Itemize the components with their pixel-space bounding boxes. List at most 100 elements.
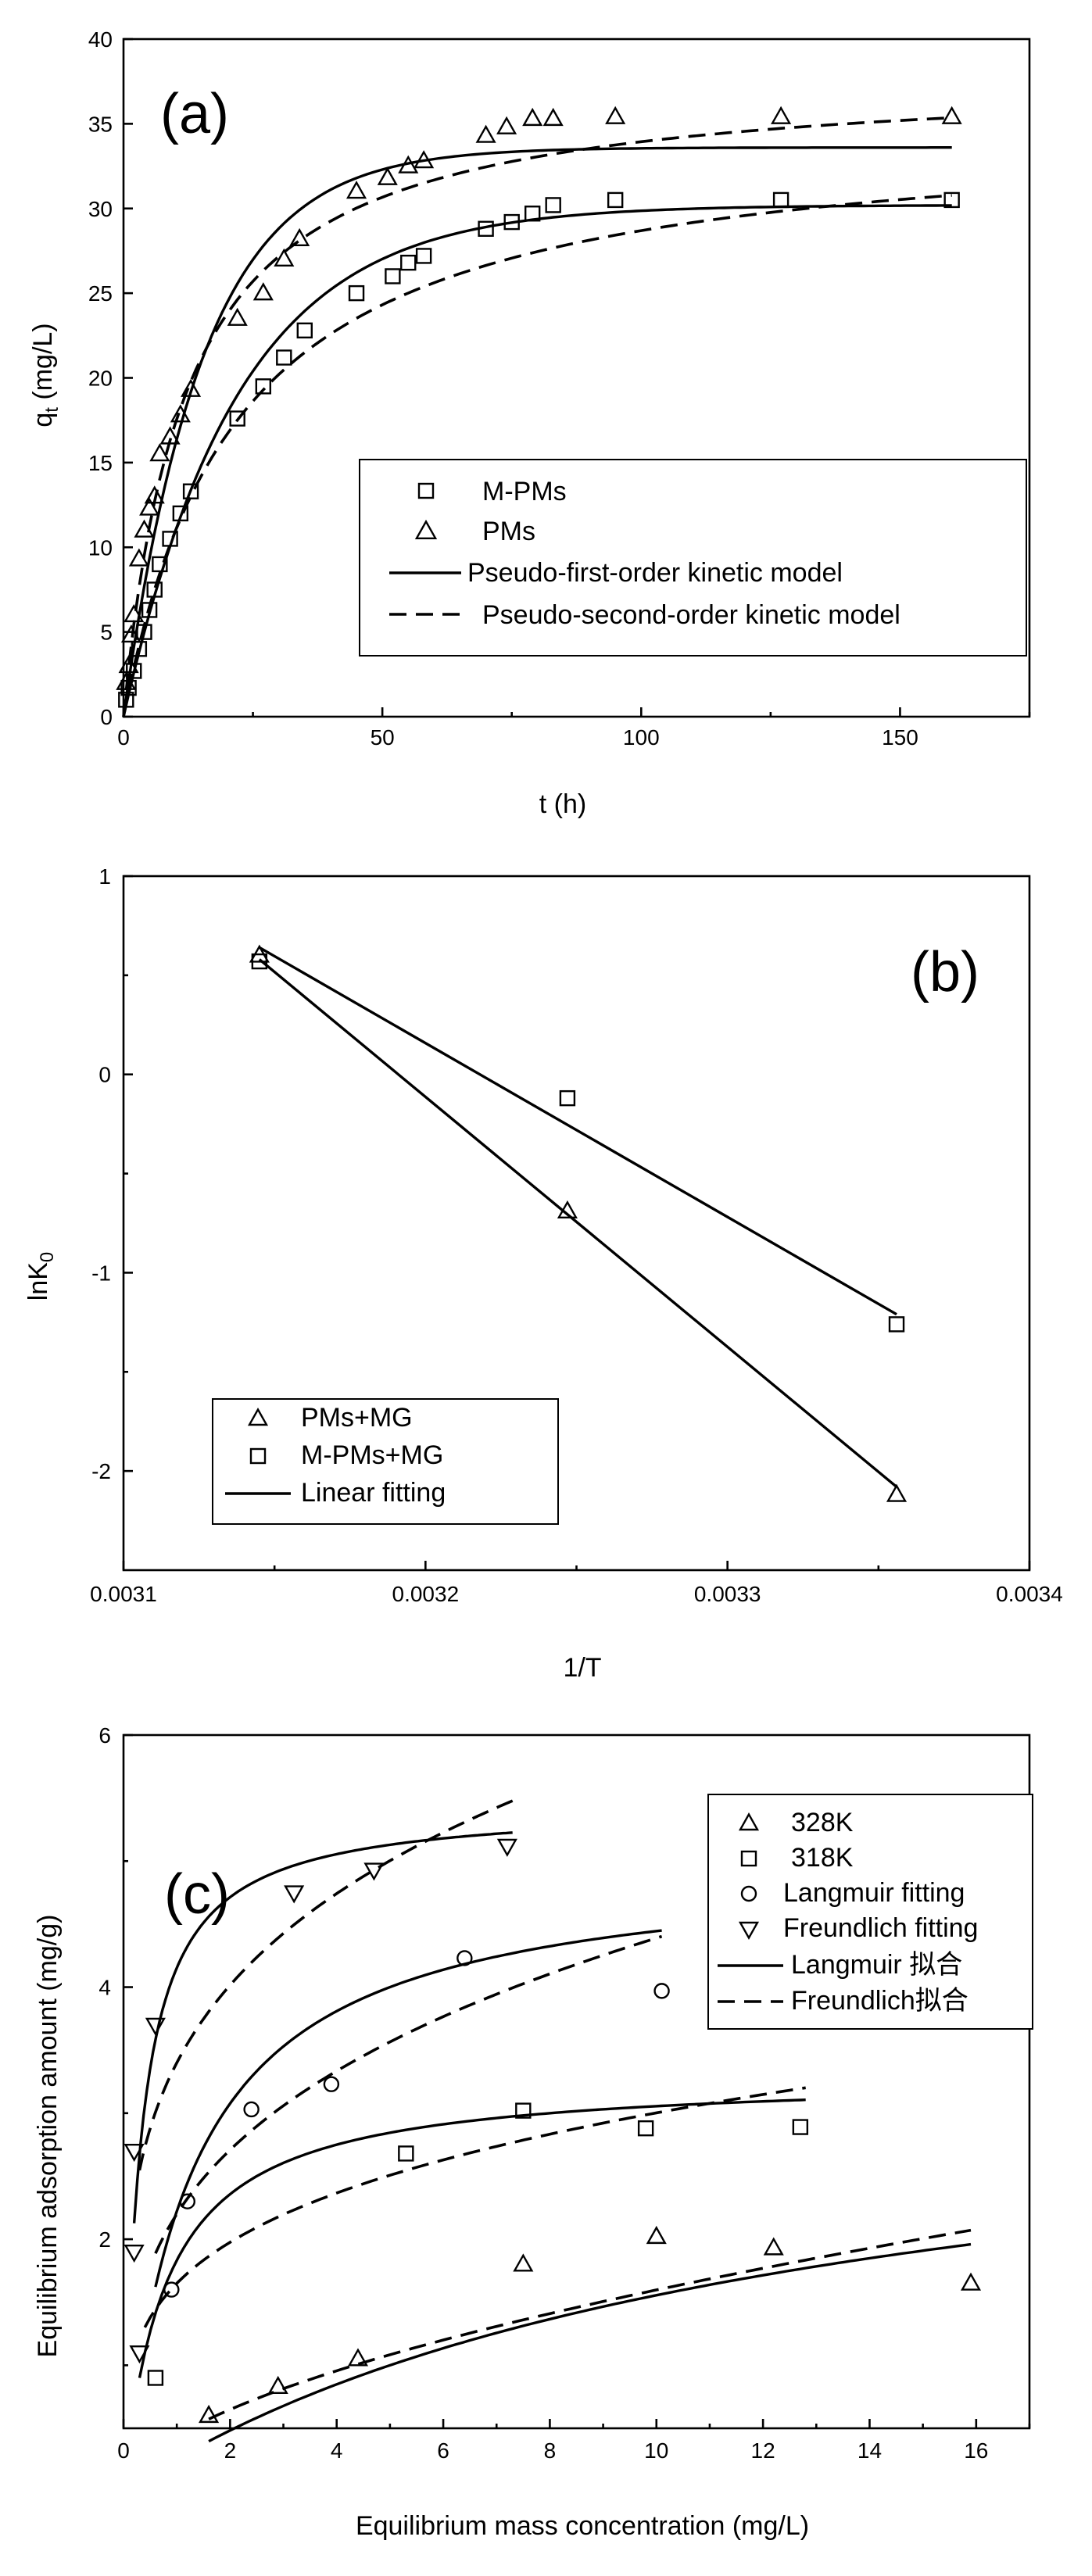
temp-328k-point [646,2225,667,2245]
freundlich-fitting-point [363,1862,385,1881]
y-tick-label-c: 2 [98,2227,111,2252]
second-order-fit-line [122,194,952,717]
m-pms-point [276,349,292,366]
m-pms-point [503,213,520,231]
legend-c: 328K 318K Langmuir fitting Freundlich fi… [707,1794,1033,2030]
legend-marker-m-pms-mg [249,1447,267,1465]
m-pms-point [118,692,134,708]
pms-point [377,166,398,185]
m-pms-point [525,206,541,222]
pms-point [941,106,962,124]
y-tick-label-a: 40 [88,27,113,52]
x-tick-label-c: 0 [117,2438,130,2463]
pms-point [134,519,155,538]
freundlich-fitting-point [124,2144,145,2163]
pms-point [181,378,202,397]
y-tick-label-a: 30 [88,197,113,221]
x-axis-label-a: t (h) [539,789,586,819]
m-pms-point [400,254,417,271]
y-tick-label-b: -1 [91,1261,111,1285]
langmuir-fit-line [138,2098,806,2378]
legend-marker-langmuir-fitting [740,1885,757,1902]
pms-point [496,116,517,134]
pms-point [605,106,626,124]
x-axis-label-c: Equilibrium mass concentration (mg/L) [356,2511,809,2541]
legend-marker-328k [738,1812,760,1831]
chart-c-panel: 0 2 4 6 8 10 12 14 16 2 4 6 (c) Equilibrium mass co… [0,1714,1092,2572]
y-tick-label-a: 0 [100,705,113,729]
pms-point [252,282,274,301]
langmuir-fitting-point [179,2193,196,2209]
m-pms-point [172,505,189,522]
freundlich-fit-line [138,1799,514,2171]
m-pms-point [141,602,158,618]
temp-328k-point [960,2272,982,2291]
langmuir-fitting-point [653,1983,670,1999]
y-tick-label-a: 20 [88,367,113,391]
panel-label-c: (c) [164,1863,230,1926]
pms-point [139,497,160,516]
pms-point [522,107,543,127]
temp-318k-point [637,2120,654,2137]
temp-328k-point [763,2237,784,2256]
langmuir-fit-line [208,2242,972,2443]
m-pms-point [162,531,178,547]
legend-label-langmuir-fitting: Langmuir fitting [783,1878,965,1908]
langmuir-fit-line [132,1831,513,2224]
m-pms-point [229,410,245,427]
temp-328k-point [347,2348,369,2367]
legend-marker-freundlich-fitting [738,1921,760,1940]
plot-frame-c [122,1733,1031,2430]
legend-marker-pms-mg [247,1408,269,1426]
m-pms-point [943,191,960,209]
freundlich-fit-line [143,2086,806,2328]
temp-318k-point [147,2370,164,2386]
first-order-fit-line [122,145,952,717]
legend-a: M-PMs PMs Pseudo-first-order kinetic mod… [359,459,1027,657]
x-tick-label-c: 12 [751,2438,775,2463]
m-pms-point [146,581,163,598]
m-pms-mg-point [888,1316,905,1333]
y-axis-label-c: Equilibrium adsorption amount (mg/g) [33,1915,63,2358]
m-pms-point [385,268,401,284]
first-order-fit-line [122,204,952,717]
m-pms-point [545,197,561,213]
y-axis-label-a: qt (mg/L) [28,323,63,427]
temp-318k-point [515,2102,532,2119]
m-pms-point [182,483,199,499]
langmuir-fitting-point [243,2101,260,2118]
y-tick-label-a: 5 [100,621,113,645]
pms-point [149,443,170,462]
temp-328k-point [513,2253,534,2272]
pms-point [289,227,310,246]
pms-point [128,548,149,567]
y-tick-label-a: 25 [88,281,113,306]
legend-label-318k: 318K [791,1843,854,1873]
freundlich-fitting-point [129,2345,150,2364]
pms-point [170,404,191,423]
pms-point [475,124,496,143]
m-pms-mg-point [251,953,268,970]
pms-point [120,624,141,643]
freundlich-fitting-point [496,1838,517,1857]
x-tick-label-c: 4 [331,2438,343,2463]
y-tick-label-a: 10 [88,535,113,560]
freundlich-fitting-point [284,1885,305,1904]
m-pms-point [255,378,272,395]
m-pms-point [607,191,624,209]
legend-label-linear-fitting: Linear fitting [301,1478,446,1508]
freundlich-fitting-point [145,2017,166,2036]
legend-marker-318k [740,1850,757,1867]
y-axis-label-b: lnK0 [23,1252,58,1301]
pms-point [144,485,165,504]
pms-mg-point [886,1483,908,1502]
freundlich-fit-line [154,1934,663,2254]
langmuir-fit-line [154,1929,662,2288]
x-tick-label-c: 2 [224,2438,237,2463]
legend-label-m-pms: M-PMs [482,477,567,506]
legend-label-freundlich-fitting: Freundlich fitting [783,1913,978,1943]
legend-label-m-pms-mg: M-PMs+MG [301,1440,443,1470]
langmuir-fitting-point [456,1950,473,1966]
temp-328k-point [199,2404,220,2424]
pms-point [414,150,435,169]
